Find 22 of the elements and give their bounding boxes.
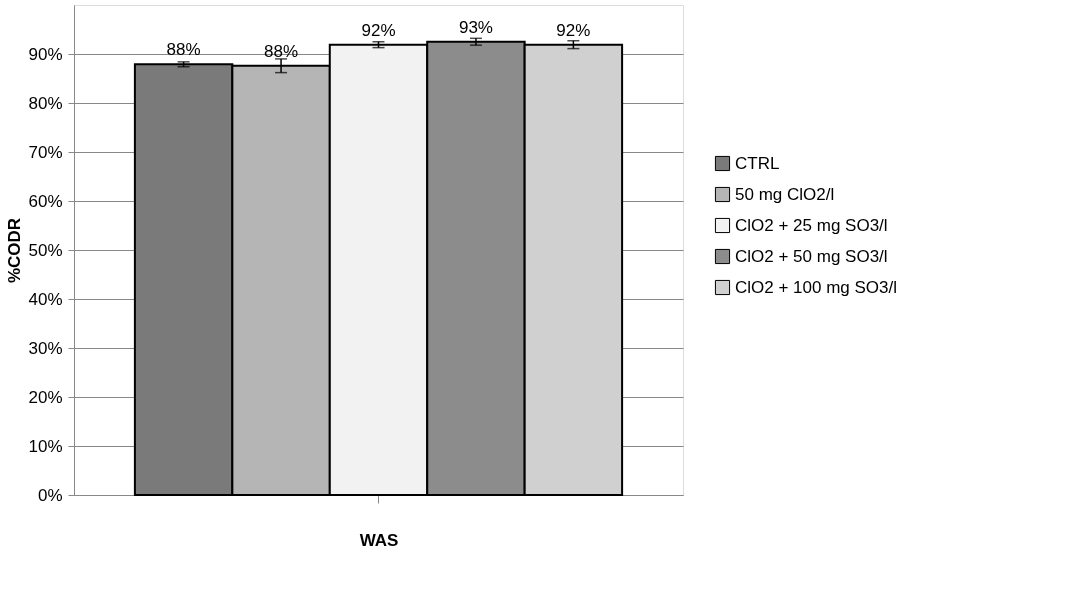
y-tick-label: 60% — [28, 191, 63, 211]
data-label: 92% — [361, 20, 396, 40]
y-tick-label: 0% — [37, 485, 63, 505]
legend-label: 50 mg ClO2/l — [735, 184, 835, 204]
x-axis-title: WAS — [359, 530, 399, 550]
legend-label: CTRL — [735, 153, 780, 173]
y-tick-label: 10% — [28, 436, 63, 456]
y-tick-label: 30% — [28, 338, 63, 358]
y-tick-label: 90% — [28, 44, 63, 64]
data-label: 88% — [264, 41, 299, 61]
y-tick-label: 70% — [28, 142, 63, 162]
data-label: 93% — [458, 17, 493, 37]
legend-label: ClO2 + 50 mg SO3/l — [735, 246, 888, 266]
y-tick-label: 50% — [28, 240, 63, 260]
y-tick-label: 80% — [28, 93, 63, 113]
data-label: 92% — [556, 20, 591, 40]
legend-label: ClO2 + 100 mg SO3/l — [735, 277, 898, 297]
y-tick-label: 40% — [28, 289, 63, 309]
y-axis-title: %CODR — [5, 217, 25, 284]
y-tick-label: 20% — [28, 387, 63, 407]
legend-label: ClO2 + 25 mg SO3/l — [735, 215, 888, 235]
data-label: 88% — [166, 40, 201, 60]
